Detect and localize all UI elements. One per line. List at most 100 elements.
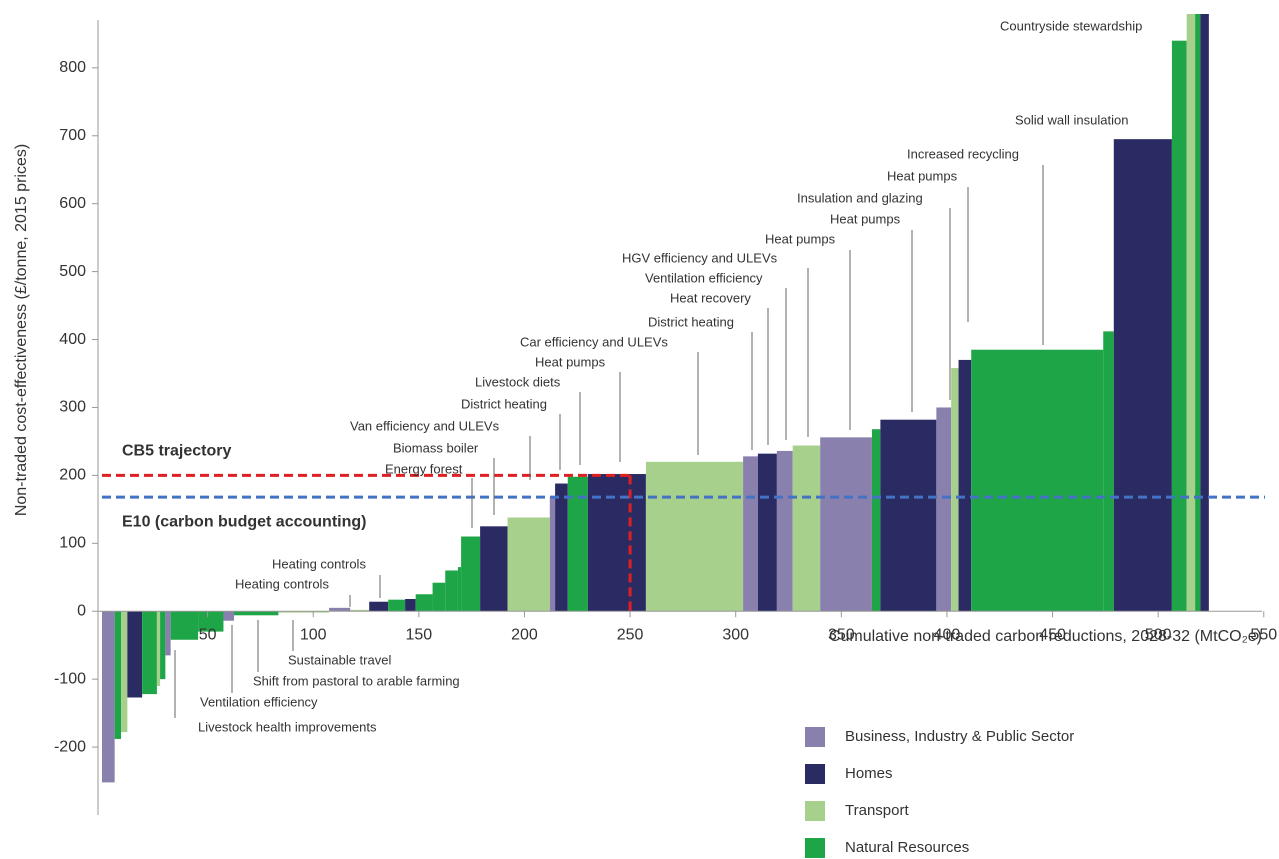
bar — [278, 611, 330, 613]
bar — [114, 611, 122, 739]
bar — [958, 359, 972, 612]
y-axis-label: Non-traded cost-effectiveness (£/tonne, … — [13, 144, 30, 516]
bar — [457, 567, 462, 612]
y-tick-label: 700 — [59, 127, 86, 144]
annotation: Heating controls — [235, 576, 329, 591]
y-tick-label: 200 — [59, 467, 86, 484]
annotation: Heat pumps — [887, 168, 958, 183]
annotation: Livestock diets — [475, 374, 561, 389]
x-tick-label: 50 — [199, 626, 217, 643]
x-tick-label: 150 — [405, 626, 432, 643]
annotation: District heating — [648, 314, 734, 329]
bar — [350, 609, 370, 612]
bar — [507, 517, 550, 612]
bar — [549, 497, 556, 612]
bar — [445, 570, 458, 612]
annotation: Heat pumps — [765, 231, 836, 246]
annotation: Shift from pastoral to arable farming — [253, 673, 460, 688]
bar — [645, 461, 744, 612]
annotation: Energy forest — [385, 461, 463, 476]
x-tick-label: 550 — [1250, 626, 1277, 643]
x-axis-label: Cumulative non-traded carbon reductions,… — [829, 628, 1262, 645]
bar — [871, 429, 881, 612]
legend-swatch — [805, 727, 825, 747]
annotation: Heating controls — [272, 556, 366, 571]
bar — [388, 599, 406, 612]
bar — [743, 456, 758, 612]
bar — [1113, 139, 1172, 612]
y-tick-label: 0 — [77, 602, 86, 619]
bar — [127, 611, 143, 698]
bar — [415, 594, 433, 612]
bar — [198, 611, 224, 632]
legend-label: Transport — [845, 802, 909, 819]
legend-label: Homes — [845, 765, 893, 782]
annotation: Van efficiency and ULEVs — [350, 418, 500, 433]
annotation: Ventilation efficiency — [645, 270, 763, 285]
bar — [432, 582, 446, 612]
x-tick-label: 350 — [828, 626, 855, 643]
annotation: Insulation and glazing — [797, 190, 923, 205]
annotation: Livestock health improvements — [198, 719, 377, 734]
bars — [102, 14, 1209, 783]
y-tick-label: 400 — [59, 331, 86, 348]
annotation: Countryside stewardship — [1000, 18, 1142, 33]
annotation: Ventilation efficiency — [200, 694, 318, 709]
legend-swatch — [805, 801, 825, 821]
y-tick-label: -200 — [54, 738, 86, 755]
y-tick-label: 800 — [59, 59, 86, 76]
x-tick-label: 250 — [617, 626, 644, 643]
bar — [223, 611, 235, 621]
reference-label: E10 (carbon budget accounting) — [122, 513, 366, 530]
bar — [461, 536, 481, 612]
annotation: District heating — [461, 396, 547, 411]
bar — [170, 611, 199, 640]
bar — [165, 611, 171, 656]
bar — [405, 599, 416, 612]
bar — [792, 445, 821, 612]
reference-label: CB5 trajectory — [122, 443, 231, 460]
bar — [587, 474, 646, 612]
annotation: Heat pumps — [830, 211, 901, 226]
bar — [1186, 14, 1196, 612]
annotation: Increased recycling — [907, 146, 1019, 161]
annotation: Car efficiency and ULEVs — [520, 334, 668, 349]
bar — [329, 607, 351, 612]
bar — [971, 349, 1104, 612]
bar — [820, 437, 872, 612]
x-tick-label: 300 — [722, 626, 749, 643]
bar — [1103, 331, 1114, 612]
y-tick-label: 600 — [59, 195, 86, 212]
annotation: Biomass boiler — [393, 440, 479, 455]
bar — [1195, 14, 1201, 612]
bar — [234, 611, 279, 616]
bar — [156, 611, 161, 686]
bar — [776, 450, 793, 612]
legend-swatch — [805, 764, 825, 784]
bar — [567, 476, 588, 612]
annotation: Heat recovery — [670, 290, 751, 305]
legend-label: Business, Industry & Public Sector — [845, 728, 1074, 745]
annotation: HGV efficiency and ULEVs — [622, 250, 778, 265]
x-tick-label: 450 — [1039, 626, 1066, 643]
bar — [142, 611, 157, 695]
y-tick-label: 100 — [59, 535, 86, 552]
bar — [160, 611, 166, 680]
x-tick-label: 400 — [934, 626, 961, 643]
bar — [555, 483, 568, 612]
y-tick-label: 500 — [59, 263, 86, 280]
y-tick-label: 300 — [59, 399, 86, 416]
bar — [1171, 40, 1187, 612]
annotation: Sustainable travel — [288, 652, 391, 667]
x-tick-label: 100 — [300, 626, 327, 643]
bar — [880, 419, 937, 612]
bar — [936, 407, 952, 612]
legend-swatch — [805, 838, 825, 858]
x-tick-label: 200 — [511, 626, 538, 643]
y-tick-label: -100 — [54, 670, 86, 687]
bar — [102, 611, 115, 783]
bar — [480, 526, 508, 612]
bar — [121, 611, 128, 733]
annotation: Heat pumps — [535, 354, 606, 369]
